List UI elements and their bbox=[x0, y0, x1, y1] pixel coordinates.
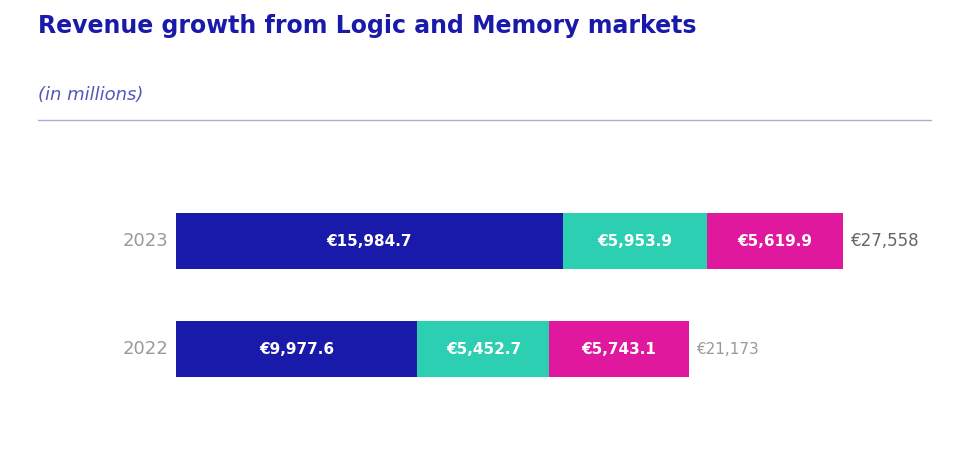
Bar bbox=[549, 321, 688, 377]
Bar bbox=[708, 213, 843, 269]
Bar bbox=[563, 213, 708, 269]
Text: 2022: 2022 bbox=[123, 340, 169, 358]
Bar bbox=[176, 321, 418, 377]
Text: €5,743.1: €5,743.1 bbox=[582, 342, 657, 357]
Text: €5,953.9: €5,953.9 bbox=[597, 233, 673, 248]
Bar bbox=[176, 213, 563, 269]
Text: €9,977.6: €9,977.6 bbox=[259, 342, 334, 357]
Text: Revenue growth from Logic and Memory markets: Revenue growth from Logic and Memory mar… bbox=[38, 14, 697, 38]
Text: 2023: 2023 bbox=[123, 232, 169, 250]
Text: (in millions): (in millions) bbox=[38, 86, 144, 104]
Text: €5,619.9: €5,619.9 bbox=[737, 233, 813, 248]
Text: €27,558: €27,558 bbox=[851, 232, 919, 250]
Text: €21,173: €21,173 bbox=[696, 342, 758, 357]
Bar bbox=[418, 321, 549, 377]
Text: €5,452.7: €5,452.7 bbox=[445, 342, 521, 357]
Text: €15,984.7: €15,984.7 bbox=[326, 233, 412, 248]
